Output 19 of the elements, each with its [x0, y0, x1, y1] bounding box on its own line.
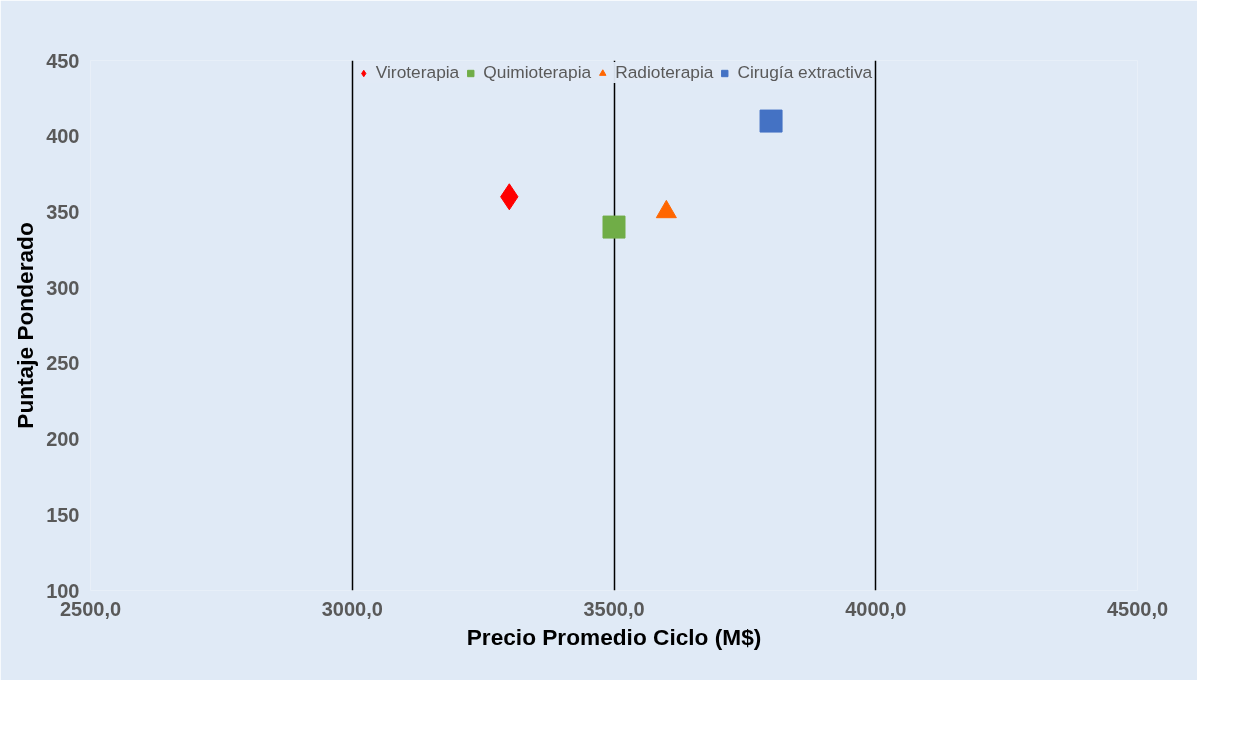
- x-tick-label: 4500,0: [1106, 597, 1169, 620]
- y-tick-label: 400: [46, 125, 80, 148]
- point: [602, 215, 626, 239]
- x-tick-label: 4000,0: [845, 597, 907, 620]
- x-tick-label: 3000,0: [321, 597, 383, 620]
- legend-label: Cirugía extractiva: [737, 62, 873, 83]
- y-tick-label: 150: [46, 503, 80, 526]
- y-tick-label: 200: [46, 428, 80, 451]
- y-tick-label: 250: [46, 352, 80, 375]
- legend-label: Viroterapia: [375, 62, 460, 83]
- y-tick-label: 300: [46, 276, 80, 299]
- y-tick-label: 350: [46, 200, 80, 223]
- x-tick-label: 3500,0: [583, 597, 645, 620]
- point: [759, 109, 783, 133]
- legend-label: Quimioterapia: [483, 62, 592, 83]
- legend-label: Radioterapia: [615, 62, 714, 83]
- y-axis-title: Puntaje Ponderado: [12, 222, 39, 429]
- x-axis-title: Precio Promedio Ciclo (M$): [466, 623, 762, 650]
- y-tick-label: 450: [46, 49, 80, 72]
